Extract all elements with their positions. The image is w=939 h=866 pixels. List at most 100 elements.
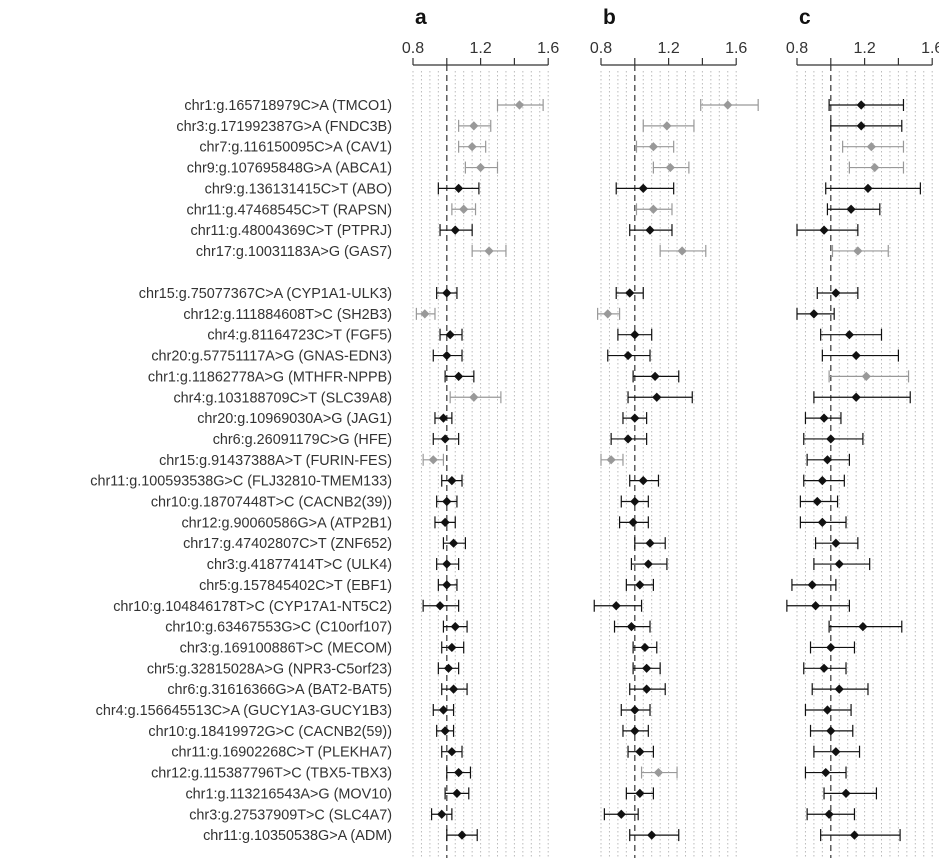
estimate-c-7 — [831, 244, 889, 257]
estimate-b-29 — [622, 724, 649, 737]
variant-label: chr20:g.57751117A>G (GNAS-EDN3) — [151, 349, 392, 365]
variant-label: chr7:g.116150095C>A (CAV1) — [199, 140, 392, 156]
variant-label: chr1:g.11862778A>G (MTHFR-NPPB) — [148, 369, 392, 385]
estimate-b-17 — [629, 474, 660, 487]
estimate-b-25 — [632, 641, 658, 654]
variant-label: chr17:g.10031183A>G (GAS7) — [196, 244, 392, 260]
point-estimate — [826, 434, 836, 444]
point-estimate — [606, 455, 616, 465]
estimate-a-15 — [432, 432, 460, 445]
estimate-a-34 — [446, 829, 478, 842]
estimate-c-25 — [809, 641, 856, 654]
point-estimate — [448, 684, 459, 694]
point-estimate — [640, 642, 650, 653]
estimate-a-20 — [442, 537, 466, 550]
point-estimate — [824, 809, 834, 819]
estimate-a-29 — [436, 724, 455, 737]
point-estimate — [807, 580, 817, 590]
estimate-c-24 — [828, 620, 903, 633]
point-estimate — [442, 496, 452, 507]
estimate-c-0 — [828, 99, 905, 111]
panel-c: c 0.8 1.2 1.6 — [786, 6, 939, 858]
point-estimate — [822, 455, 833, 465]
point-estimate — [846, 204, 856, 214]
point-estimate — [635, 747, 645, 757]
estimate-b-7 — [659, 244, 707, 257]
point-estimate — [457, 830, 467, 840]
estimate-b-19 — [618, 516, 649, 529]
point-estimate — [454, 183, 464, 193]
point-estimate — [616, 809, 626, 819]
estimate-a-13 — [449, 391, 502, 404]
variant-label: chr6:g.26091179C>G (HFE) — [213, 432, 392, 448]
variant-label: chr11:g.47468545C>T (RAPSN) — [187, 202, 392, 218]
variant-label: chr6:g.31616366G>A (BAT2-BAT5) — [167, 682, 392, 698]
point-estimate — [665, 162, 675, 173]
variant-label: chr17:g.47402807C>T (ZNF652) — [183, 536, 392, 552]
variant-label: chr11:g.48004369C>T (PTPRJ) — [191, 223, 392, 239]
tick-label: 1.6 — [725, 40, 747, 57]
variant-label: chr10:g.104846178T>C (CYP17A1-NT5C2) — [113, 599, 392, 615]
point-estimate — [653, 767, 664, 778]
estimate-b-12 — [632, 370, 680, 383]
estimate-c-4 — [825, 182, 921, 195]
estimate-c-14 — [804, 412, 842, 425]
estimate-c-23 — [786, 599, 850, 612]
panel-label: a — [415, 6, 427, 29]
panel-a: a 0.8 1.2 1.6 — [402, 6, 559, 858]
point-estimate — [677, 246, 687, 256]
estimate-c-15 — [803, 432, 864, 445]
tick-label: 1.2 — [469, 40, 491, 57]
point-estimate — [821, 767, 831, 778]
point-estimate — [635, 580, 645, 590]
variant-label: chr20:g.10969030A>G (JAG1) — [197, 411, 392, 427]
point-estimate — [819, 413, 829, 423]
point-estimate — [443, 663, 454, 673]
tick-label: 0.8 — [402, 40, 424, 57]
point-estimate — [437, 809, 447, 819]
estimate-a-6 — [439, 224, 473, 237]
estimate-a-9 — [415, 307, 436, 320]
point-estimate — [638, 183, 648, 193]
point-estimate — [831, 747, 841, 757]
variant-label: chr5:g.32815028A>G (NPR3-C5orf23) — [147, 661, 392, 677]
estimate-a-10 — [439, 328, 463, 341]
point-estimate — [611, 601, 621, 611]
estimate-c-33 — [806, 808, 856, 821]
variant-label: chr3:g.27537909T>C (SLC4A7) — [189, 807, 392, 823]
point-estimate — [628, 517, 638, 527]
variant-label: chr12:g.90060586G>A (ATP2B1) — [181, 515, 392, 531]
variant-label: chr10:g.18707448T>C (CACNB2(39)) — [151, 495, 392, 511]
variant-label: chr4:g.103188709C>T (SLC39A8) — [173, 390, 392, 406]
point-estimate — [861, 371, 871, 381]
point-estimate — [428, 455, 438, 465]
point-estimate — [484, 246, 494, 256]
point-estimate — [469, 121, 479, 131]
point-estimate — [438, 705, 449, 715]
estimate-a-24 — [442, 620, 468, 633]
point-estimate — [625, 288, 635, 298]
variant-label: chr11:g.100593538G>C (FLJ32810-TMEM133) — [90, 474, 392, 490]
point-estimate — [841, 788, 851, 798]
variant-label: chr9:g.136131415C>T (ABO) — [205, 181, 392, 197]
point-estimate — [851, 392, 861, 402]
variant-label: chr12:g.115387796T>C (TBX5-TBX3) — [151, 766, 392, 782]
estimate-c-28 — [804, 704, 852, 716]
point-estimate — [812, 496, 822, 507]
estimate-a-32 — [444, 787, 470, 800]
point-estimate — [438, 413, 449, 423]
point-estimate — [445, 330, 455, 340]
point-estimate — [831, 538, 841, 548]
point-estimate — [844, 330, 854, 340]
point-estimate — [810, 601, 821, 611]
point-estimate — [623, 434, 633, 444]
estimate-b-27 — [629, 683, 666, 696]
estimate-b-9 — [597, 307, 621, 320]
panel-b: b 0.8 1.2 1.6 — [590, 6, 759, 858]
estimate-c-18 — [799, 495, 839, 508]
variant-label: chr3:g.171992387G>A (FNDC3B) — [176, 119, 392, 135]
point-estimate — [817, 476, 827, 486]
point-estimate — [450, 225, 460, 235]
estimate-a-17 — [441, 474, 463, 487]
